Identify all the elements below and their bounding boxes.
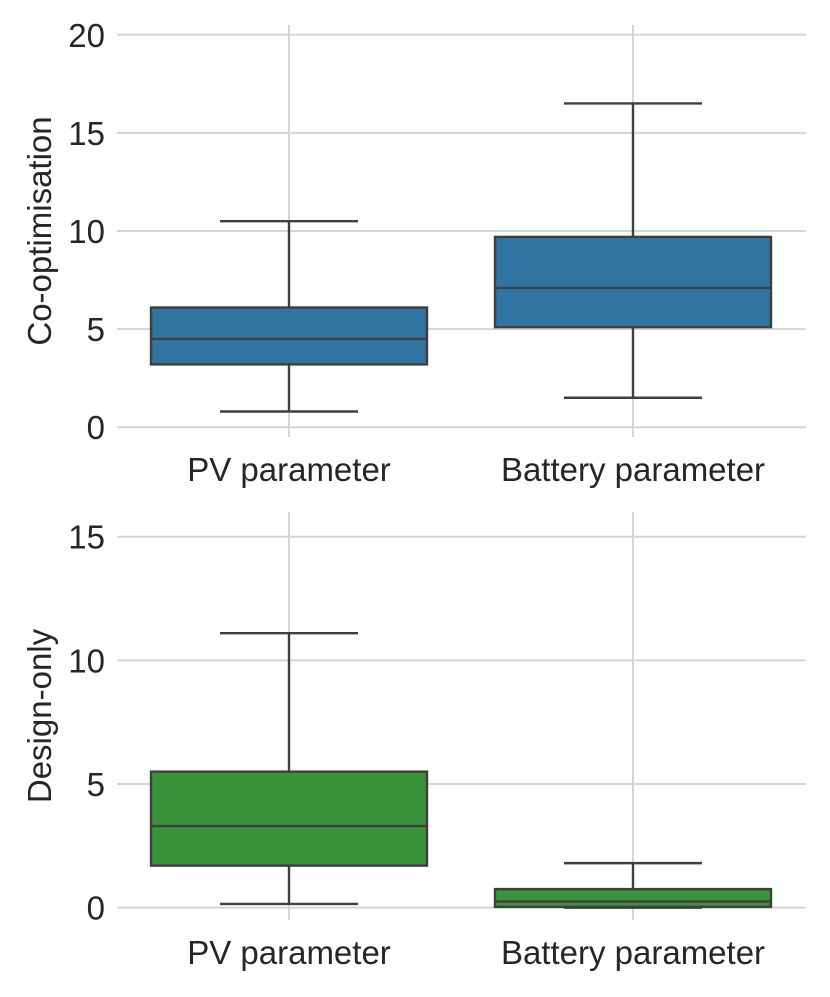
x-tick: Battery parameter xyxy=(501,451,765,488)
y-tick-label: 15 xyxy=(68,519,105,556)
x-tick-label: Battery parameter xyxy=(501,451,765,488)
box-battery xyxy=(493,102,773,399)
y-tick: 15 xyxy=(68,519,105,556)
y-tick: 20 xyxy=(68,17,105,54)
y-tick: 15 xyxy=(68,115,105,152)
x-tick: PV parameter xyxy=(187,451,391,488)
x-tick-label: PV parameter xyxy=(187,451,391,488)
y-axis-label: Design-only xyxy=(21,628,58,803)
x-tick: PV parameter xyxy=(187,934,391,971)
y-tick-label: 10 xyxy=(68,642,105,679)
iqr-box xyxy=(493,235,773,329)
y-tick-label: 15 xyxy=(68,115,105,152)
y-tick-label: 10 xyxy=(68,213,105,250)
y-axis-label: Co-optimisation xyxy=(21,116,58,345)
y-tick: 5 xyxy=(87,311,105,348)
x-tick-label: PV parameter xyxy=(187,934,391,971)
co-optimisation-panel: 0 5 10 15 20 PV parameter Battery parameter Co-… xyxy=(21,17,806,488)
y-tick-label: 5 xyxy=(87,766,105,803)
x-tick: Battery parameter xyxy=(501,934,765,971)
y-tick-label: 0 xyxy=(87,890,105,927)
y-tick: 5 xyxy=(87,766,105,803)
iqr-box xyxy=(493,887,773,909)
iqr-box xyxy=(149,770,429,867)
y-tick-label: 5 xyxy=(87,311,105,348)
y-tick: 0 xyxy=(87,890,105,927)
box-pv xyxy=(149,219,429,413)
y-tick: 10 xyxy=(68,642,105,679)
y-tick: 0 xyxy=(87,409,105,446)
design-only-panel: 0 5 10 15 PV parameter Battery parameter Desig… xyxy=(21,512,806,971)
iqr-box xyxy=(149,306,429,366)
y-tick-label: 20 xyxy=(68,17,105,54)
y-tick-label: 0 xyxy=(87,409,105,446)
x-tick-label: Battery parameter xyxy=(501,934,765,971)
box-pv xyxy=(149,631,429,906)
box-battery xyxy=(493,861,773,909)
y-tick: 10 xyxy=(68,213,105,250)
